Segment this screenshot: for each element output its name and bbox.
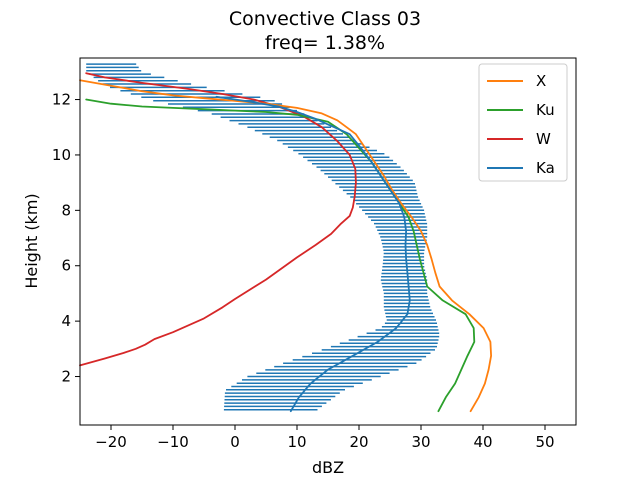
y-tick-label: 12 — [52, 91, 71, 109]
series-lines — [79, 72, 493, 413]
x-tick-label: 20 — [349, 433, 368, 451]
y-axis: 2 4 6 8 10 12 — [52, 91, 80, 386]
x-tick-label: 50 — [535, 433, 554, 451]
legend-label-ka: Ka — [536, 159, 555, 177]
y-axis-label: Height (km) — [22, 193, 41, 288]
x-axis-label: dBZ — [312, 458, 344, 477]
x-tick-label: −10 — [157, 433, 189, 451]
plot-area — [79, 57, 577, 426]
chart-subtitle: freq= 1.38% — [265, 32, 385, 54]
y-tick-label: 2 — [61, 368, 71, 386]
legend-frame — [478, 63, 568, 182]
x-axis: −20 −10 0 10 20 30 40 50 — [95, 425, 555, 451]
series-line-ku — [85, 98, 476, 413]
legend: X Ku W Ka — [478, 63, 568, 182]
y-tick-label: 4 — [61, 312, 71, 330]
x-tick-label: 40 — [473, 433, 492, 451]
legend-label-x: X — [536, 72, 546, 90]
series-line-w — [79, 72, 357, 367]
chart-title: Convective Class 03 — [229, 8, 421, 30]
legend-label-ku: Ku — [536, 101, 555, 119]
x-tick-label: 10 — [287, 433, 306, 451]
x-tick-label: −20 — [95, 433, 127, 451]
spread-bars — [86, 63, 440, 411]
series-line-x — [79, 79, 493, 413]
series-line-ka — [215, 95, 411, 413]
x-tick-label: 0 — [230, 433, 240, 451]
y-tick-label: 10 — [52, 146, 71, 164]
y-tick-label: 8 — [61, 201, 71, 219]
plot-frame — [79, 57, 577, 426]
legend-label-w: W — [536, 130, 551, 148]
x-tick-label: 30 — [411, 433, 430, 451]
y-tick-label: 6 — [61, 257, 71, 275]
